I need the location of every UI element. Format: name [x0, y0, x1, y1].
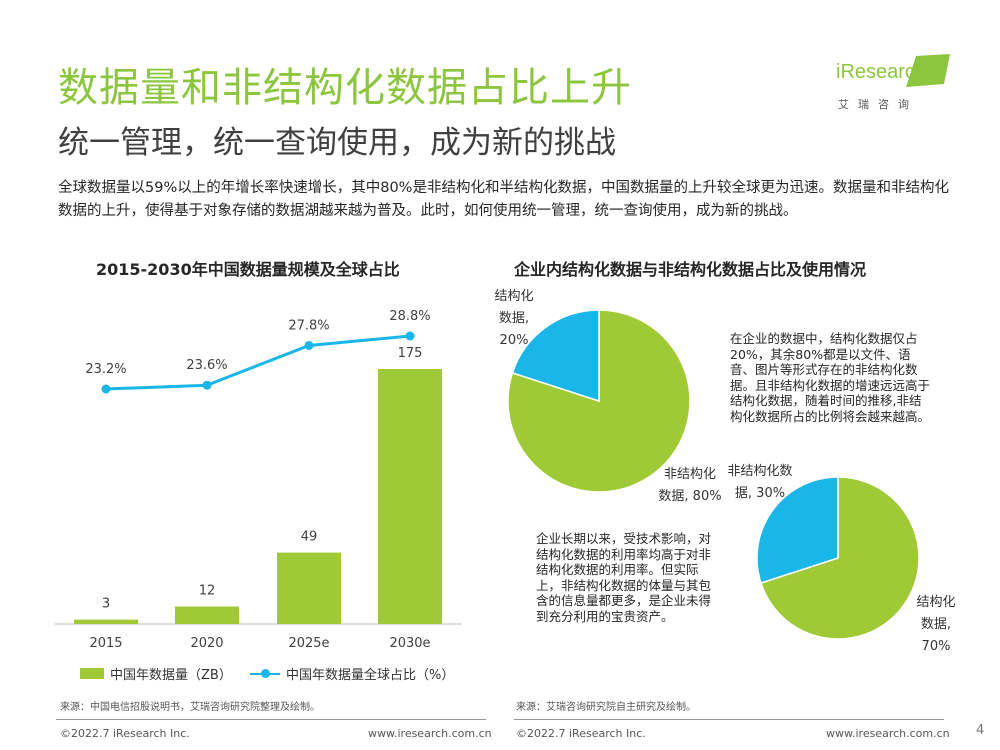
note-structured-share: 在企业的数据中，结构化数据仅占20%，其余80%都是以文件、语音、图片等形式存在… — [730, 331, 931, 424]
pie-chart-2 — [756, 476, 920, 640]
x-tick-label: 2015 — [89, 636, 122, 651]
note-utilization: 企业长期以来，受技术影响，对结构化数据的利用率均高于对非结构化数据的利用率。但实… — [536, 531, 712, 624]
iresearch-logo: iResearch 艾瑞咨询 — [826, 54, 950, 112]
x-tick-label: 2025e — [288, 636, 329, 651]
page-subtitle: 统一管理，统一查询使用，成为新的挑战 — [58, 125, 616, 161]
pie2-label-unstructured: 非结构化数 据, 30% — [718, 461, 802, 505]
right-url[interactable]: www.iresearch.com.cn — [826, 727, 950, 740]
pie1-label-structured-line2: 数据, — [498, 311, 530, 326]
line-value-label: 27.8% — [288, 318, 329, 333]
bar-2025e — [277, 552, 341, 624]
right-chart-title: 企业内结构化数据与非结构化数据占比及使用情况 — [514, 260, 867, 279]
pie-chart-1 — [507, 309, 691, 493]
line-point-2015 — [101, 384, 111, 394]
pie2-label-structured-line3: 70% — [921, 639, 951, 654]
pie1-slice-structured — [511, 309, 600, 403]
line-value-label: 23.2% — [85, 362, 126, 377]
bar-value-label: 12 — [199, 584, 216, 599]
bar-2030e — [378, 369, 442, 624]
pie2-label-unstructured-line1: 非结构化数 — [727, 464, 793, 479]
pie1-label-structured: 结构化 数据, 20% — [486, 286, 542, 352]
left-footer-divider — [56, 719, 486, 720]
pie2-slice-structured — [760, 476, 920, 640]
pie2-label-structured: 结构化 数据, 70% — [908, 592, 964, 658]
logo-banner-icon — [906, 54, 950, 87]
pie1-label-unstructured-line2: 数据, 80% — [658, 489, 722, 504]
legend-item-bar: 中国年数据量（ZB） — [80, 664, 232, 683]
legend-bar-label: 中国年数据量（ZB） — [110, 668, 232, 683]
right-copyright: ©2022.7 iResearch Inc. — [516, 727, 646, 740]
pie1-label-structured-line3: 20% — [499, 333, 529, 348]
legend-bar-swatch — [80, 668, 104, 679]
left-url[interactable]: www.iresearch.com.cn — [368, 727, 492, 740]
right-source: 来源：艾瑞咨询研究院自主研究及绘制。 — [516, 702, 696, 713]
legend-line-swatch — [249, 668, 280, 679]
bar-2015 — [74, 619, 138, 624]
legend-item-line: 中国年数据量全球占比（%） — [249, 664, 455, 683]
line-value-label: 23.6% — [186, 358, 227, 373]
line-value-label: 28.8% — [389, 309, 430, 324]
left-copyright: ©2022.7 iResearch Inc. — [60, 727, 190, 740]
bar-value-label: 49 — [301, 530, 318, 545]
line-point-2025e — [304, 340, 314, 350]
pie2-label-unstructured-line2: 据, 30% — [734, 486, 786, 501]
x-tick-label: 2030e — [389, 636, 430, 651]
chart-legend: 中国年数据量（ZB） 中国年数据量全球占比（%） — [80, 664, 468, 683]
line-point-2030e — [405, 331, 415, 341]
left-chart-title: 2015-2030年中国数据量规模及全球占比 — [96, 260, 400, 279]
right-footer-divider — [514, 719, 944, 720]
intro-paragraph: 全球数据量以59%以上的年增长率快速增长，其中80%是非结构化和半结构化数据，中… — [58, 180, 949, 219]
bar-value-label: 3 — [102, 597, 110, 612]
page-number: 4 — [976, 723, 985, 738]
pie2-label-structured-line1: 结构化 — [916, 595, 956, 610]
pie1-label-structured-line1: 结构化 — [494, 289, 534, 304]
pie2-label-structured-line2: 数据, — [920, 617, 952, 632]
line-point-2020 — [202, 380, 212, 390]
pie2-slice-unstructured — [756, 476, 839, 584]
x-tick-label: 2020 — [190, 636, 223, 651]
logo-cn-text: 艾瑞咨询 — [838, 98, 918, 111]
pie1-label-unstructured-line1: 非结构化 — [663, 467, 716, 482]
page-title: 数据量和非结构化数据占比上升 — [58, 65, 632, 111]
left-source: 来源：中国电信招股说明书，艾瑞咨询研究院整理及绘制。 — [60, 702, 320, 713]
legend-line-label: 中国年数据量全球占比（%） — [285, 668, 455, 683]
logo-brand: iResearch — [836, 61, 927, 83]
bar-2020 — [175, 606, 239, 624]
share-series-line — [105, 334, 411, 391]
bar-value-label: 175 — [398, 346, 423, 361]
pie1-label-unstructured: 非结构化 数据, 80% — [652, 464, 728, 508]
